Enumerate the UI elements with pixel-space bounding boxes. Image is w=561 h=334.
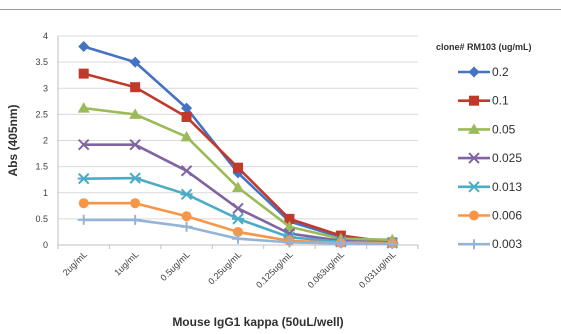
data-point bbox=[129, 56, 141, 68]
legend-marker bbox=[468, 239, 480, 250]
legend-marker bbox=[468, 181, 480, 193]
legend-marker bbox=[469, 95, 479, 106]
series-0.003 bbox=[77, 214, 399, 249]
legend-marker bbox=[469, 210, 479, 221]
legend-marker bbox=[468, 123, 480, 134]
x-tick-label: 0.031ug/mL bbox=[357, 249, 398, 290]
y-tick-label: 0.5 bbox=[35, 214, 48, 224]
data-point bbox=[129, 108, 142, 119]
data-point bbox=[78, 198, 89, 209]
legend-label: 0.1 bbox=[492, 94, 509, 108]
series-lines bbox=[77, 40, 399, 249]
y-axis-title: Abs (405nm) bbox=[6, 104, 20, 176]
legend-item-0.025: 0.025 bbox=[458, 151, 522, 165]
data-point bbox=[77, 172, 90, 185]
data-point bbox=[180, 188, 193, 201]
data-point bbox=[232, 233, 244, 244]
legend-label: 0.003 bbox=[492, 237, 522, 251]
top-divider bbox=[0, 9, 561, 10]
y-tick-label: 3 bbox=[43, 83, 48, 93]
y-tick-label: 2.5 bbox=[35, 109, 48, 119]
axes: 0 0.5 1 1.5 2 2.5 3 3.5 4 2ug/mL 1ug/mL 0.5ug/mL 0.2… bbox=[6, 31, 419, 329]
data-point bbox=[181, 102, 193, 114]
legend-item-0.2: 0.2 bbox=[458, 65, 509, 79]
data-point bbox=[129, 172, 142, 184]
x-tick-label: 0.063ug/mL bbox=[306, 249, 347, 290]
y-tick-label: 3.5 bbox=[35, 57, 48, 67]
legend-item-0.1: 0.1 bbox=[458, 94, 509, 108]
data-point bbox=[232, 181, 244, 193]
x-tick-label: 1ug/mL bbox=[112, 249, 140, 277]
data-point bbox=[232, 213, 244, 225]
y-tick-label: 1 bbox=[43, 188, 48, 198]
legend-item-0.05: 0.05 bbox=[458, 122, 516, 136]
x-tick-label: 0.25ug/mL bbox=[206, 249, 243, 286]
y-tick-label: 2 bbox=[43, 136, 48, 146]
data-point bbox=[130, 198, 141, 209]
data-point bbox=[180, 165, 193, 177]
data-point bbox=[78, 40, 90, 52]
data-point bbox=[78, 138, 90, 151]
x-tick-label: 0.5ug/mL bbox=[158, 249, 192, 283]
y-tick-label: 1.5 bbox=[35, 162, 48, 172]
legend: clone# RM103 (ug/mL) 0.2 0.1 0.05 0.025 0.013… bbox=[436, 42, 532, 251]
legend-item-0.003: 0.003 bbox=[458, 237, 522, 251]
legend-item-0.006: 0.006 bbox=[458, 209, 522, 223]
data-point bbox=[77, 214, 90, 225]
series-line bbox=[83, 72, 393, 244]
data-point bbox=[386, 238, 399, 249]
x-tick-label: 0.125ug/mL bbox=[254, 249, 295, 290]
legend-item-0.013: 0.013 bbox=[458, 180, 522, 194]
data-point bbox=[181, 211, 192, 222]
y-tick-label: 0 bbox=[43, 240, 48, 250]
data-point bbox=[77, 102, 90, 113]
data-point bbox=[283, 237, 296, 248]
data-point bbox=[180, 221, 193, 232]
data-point bbox=[180, 130, 193, 142]
data-point bbox=[181, 111, 192, 122]
x-axis-title: Mouse IgG1 kappa (50uL/well) bbox=[172, 315, 343, 329]
legend-marker bbox=[468, 152, 480, 164]
x-tick-label: 2ug/mL bbox=[61, 249, 89, 277]
data-point bbox=[334, 238, 347, 249]
data-point bbox=[233, 162, 243, 173]
data-point bbox=[232, 202, 244, 215]
data-point bbox=[129, 138, 141, 151]
legend-label: 0.05 bbox=[492, 122, 516, 136]
legend-marker bbox=[468, 66, 480, 78]
data-point bbox=[78, 68, 89, 79]
data-point bbox=[129, 214, 142, 225]
legend-label: 0.025 bbox=[492, 151, 522, 165]
data-point bbox=[283, 220, 296, 232]
gridlines bbox=[58, 35, 418, 246]
data-point bbox=[130, 82, 141, 93]
y-tick-label: 4 bbox=[43, 31, 48, 41]
legend-label: 0.013 bbox=[492, 180, 522, 194]
data-point bbox=[284, 213, 295, 224]
legend-label: 0.006 bbox=[492, 209, 522, 223]
data-point bbox=[233, 226, 243, 237]
legend-label: 0.2 bbox=[492, 65, 509, 79]
legend-title: clone# RM103 (ug/mL) bbox=[436, 42, 532, 52]
